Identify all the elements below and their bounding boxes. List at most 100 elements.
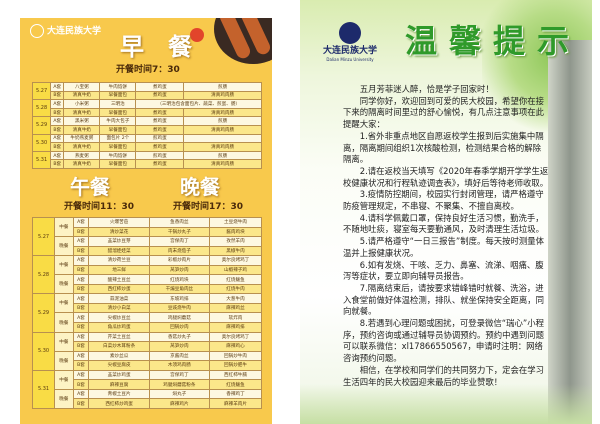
table-row: 5.30 A套 牛奶燕麦粥 面包片 2个 煎鸡蛋: [31, 133, 262, 152]
menu-cell: 土豆烧牛肉: [209, 217, 262, 228]
menu-cell: 地三鲜: [88, 264, 150, 276]
meal-cell: 中餐: [54, 293, 74, 314]
menu-cell: A套: [50, 150, 65, 161]
lunch-dinner-table: 5.27 中餐 A套 火爆苦苣 鱼香肉丝 土豆烧牛肉 B套 清炒菜花 干锅炒丸子 酱肉鸡块 晚餐 A套…: [31, 216, 262, 409]
meal-cell: 晚餐: [54, 236, 74, 257]
menu-cell: 宫保鸡丁: [148, 369, 211, 381]
menu-cell: A套: [72, 369, 90, 381]
grill-sausage-image: [214, 18, 272, 64]
menu-cell: 素炒丝瓜: [88, 350, 150, 362]
university-logo: 大连民族大学: [30, 24, 101, 39]
menu-cell: 山椒辣子鸡: [209, 264, 262, 276]
table-row: B套 清真牛奶 早餐面包 煮鸡蛋 清真鸡肉肠: [33, 142, 262, 152]
menu-cell: 干锅炒丸子: [148, 226, 211, 238]
menu-cell: 牛奶燕麦粥: [63, 133, 101, 144]
notice-title: 温馨提示: [405, 22, 582, 60]
menu-cell: 青椒土豆片: [88, 388, 150, 400]
menu-cell: 火爆苦苣: [88, 217, 150, 228]
menu-cell: 回锅炒牛肉: [209, 350, 262, 362]
menu-cell: 莴笋炒肉: [148, 341, 211, 352]
menu-cell: A套: [72, 331, 90, 343]
university-logo: 大连民族大学 Dalian Minzu University: [318, 22, 382, 63]
menu-cell: B套: [72, 322, 90, 333]
menu-cell: 软炸肉: [209, 312, 262, 323]
menu-cell: 肉末烧茄子: [148, 245, 211, 257]
menu-cell: 清炒菜花: [88, 226, 150, 238]
date-cell: 5.27: [31, 216, 56, 257]
table-row: B套 麻辣豆腐 鸡腿焖蘑菇粉条 红烧鲅鱼: [33, 379, 262, 390]
menu-cell: 早餐面包: [99, 90, 137, 101]
menu-cell: A套: [72, 388, 90, 400]
menu-cell: A套: [50, 133, 65, 144]
date-cell: 5.31: [31, 369, 56, 409]
table-row: 晚餐 A套 尖椒炒豆丝 鸡腿焖蘑菇 软炸肉: [33, 312, 262, 333]
menu-cell: 煎鸡蛋: [135, 133, 185, 144]
dinner-title: 晚餐: [180, 175, 220, 199]
menu-cell: 清炒荷兰豆: [88, 255, 150, 266]
menu-cell: 清真牛奶: [63, 107, 101, 118]
notice-paragraph: 五月芳菲迷人醉，恰是学子回家时！: [359, 84, 494, 94]
table-row: 晚餐 A套 素炒丝瓜 京酱肉丝 回锅炒牛肉: [33, 350, 262, 371]
notice-paragraph: 1.省外非重点地区自愿返校学生报到后实施集中隔离，隔离期间组织1次核酸检测，检测…: [343, 130, 544, 165]
notice-paragraph: 同学你好，欢迎回到可爱的民大校园，希望你在接下来的隔离时间里过的舒心愉悦，有几点…: [343, 95, 545, 130]
menu-cell: B套: [72, 379, 90, 390]
date-cell: 5.27: [31, 81, 52, 101]
menu-cell: 回锅炒肥牛: [209, 360, 262, 371]
table-row: 5.29 中餐 A套 蒜泥油菜 东坡鸡排 大葱牛肉: [31, 293, 262, 333]
menu-cell: 尖椒豆腐皮: [88, 360, 150, 371]
table-row: 5.30 中餐 A套 芹菜土豆丝 香菇炒丸子 奥尔良烤鸡丁: [31, 331, 262, 371]
menu-cell: 煮鸡蛋: [135, 107, 185, 118]
table-row: 晚餐 A套 韭菜炒豆芽 宫保肉丁 孜然羊肉: [33, 236, 262, 257]
menu-cell: [183, 133, 262, 144]
menu-cell: 红烧鸡块: [148, 274, 211, 285]
menu-cell: 尖椒炒豆丝: [88, 312, 150, 323]
menu-cell: 三明治: [99, 99, 137, 109]
menu-cell: 早餐面包: [99, 107, 137, 118]
menu-cell: 白菜炒木耳粉条: [88, 341, 150, 352]
seal-icon: [339, 22, 361, 44]
breakfast-time: 开餐时间7：30: [116, 65, 180, 75]
breakfast-table: 5.27 A套 八宝粥 牛肉馅饼 煮鸡蛋 煎肠 B套 清真牛奶 早餐面包 煮鸡蛋 清真鸡肉肠 5.28…: [31, 81, 262, 169]
menu-cell: B套: [50, 90, 65, 101]
table-row: 晚餐 A套 酸辣土豆丝 红烧鸡块 红烧鲅鱼: [33, 274, 262, 295]
menu-cell: 蒜泥油菜: [88, 293, 150, 304]
logo-text: 大连民族大学: [47, 26, 102, 37]
table-row: 5.31 A套 燕麦粥 牛肉馅饼 煎鸡蛋 煎肠: [31, 150, 262, 169]
tree-decoration: [548, 40, 592, 424]
table-row: 5.28 中餐 A套 清炒荷兰豆 彩椒炒肉片 奥尔良烤鸡丁: [31, 255, 262, 295]
table-row: B套 清炒菜花 干锅炒丸子 酱肉鸡块: [33, 226, 262, 238]
notice-body: 五月芳菲迷人醉，恰是学子回家时！ 同学你好，欢迎回到可爱的民大校园，希望你在接下来…: [343, 84, 549, 388]
menu-cell: 煎鸡蛋: [135, 150, 185, 161]
table-row: 5.27 A套 八宝粥 牛肉馅饼 煮鸡蛋 煎肠: [31, 81, 262, 101]
meal-cell: 中餐: [54, 369, 74, 390]
menu-cell: 清炒小白菜: [88, 302, 150, 314]
menu-cell: 黑椒牛肉: [209, 245, 262, 257]
menu-cell: 清真鸡肉肠: [183, 124, 262, 135]
menu-page: 大连民族大学 早 餐 开餐时间7：30 5.27 A套 八宝粥 牛肉馅饼 煮鸡蛋 煎肠 B套…: [20, 18, 272, 424]
notice-paragraph: 6.如有发烧、干咳、乏力、鼻塞、流涕、咽痛、腹泻等症状，要立即向辅导员报告。: [343, 259, 544, 282]
menu-cell: 煎肠: [183, 82, 262, 92]
menu-cell: 大葱牛肉: [209, 293, 262, 304]
menu-cell: 清真鸡肉肠: [183, 159, 262, 169]
menu-cell: 清真鸡肉肠: [183, 142, 262, 152]
notice-page: 大连民族大学 Dalian Minzu University 温馨提示 五月芳菲…: [300, 0, 592, 424]
menu-cell: 早餐面包: [99, 142, 137, 152]
menu-cell: 红烧鲅鱼: [209, 379, 262, 390]
meal-cell: 中餐: [54, 331, 74, 352]
menu-cell: 鱼香肉丝: [148, 217, 211, 228]
meal-cell: 晚餐: [54, 274, 74, 295]
menu-cell: 宫保肉丁: [148, 236, 211, 247]
menu-cell: 香辣鸡丁: [209, 388, 262, 400]
menu-cell: B套: [50, 159, 65, 169]
meal-cell: 中餐: [54, 216, 74, 238]
table-row: B套 清真牛奶 早餐面包 煮鸡蛋 清真鸡肉肠: [33, 124, 262, 135]
menu-cell: A套: [72, 236, 90, 247]
notice-paragraph: 5.请严格遵守“一日三报告”制度。每天按时测量体温并上报健康状况。: [343, 236, 544, 258]
date-cell: 5.29: [31, 293, 56, 333]
date-cell: 5.28: [31, 99, 52, 118]
lunch-time: 开餐时间11：30: [64, 202, 135, 212]
table-row: B套 尖椒豆腐皮 木须鸡肉肠 回锅炒肥牛: [33, 360, 262, 371]
menu-cell: 鸡腿焖蘑菇粉条: [148, 379, 211, 390]
menu-cell: B套: [72, 341, 90, 352]
meal-cell: 晚餐: [54, 312, 74, 333]
